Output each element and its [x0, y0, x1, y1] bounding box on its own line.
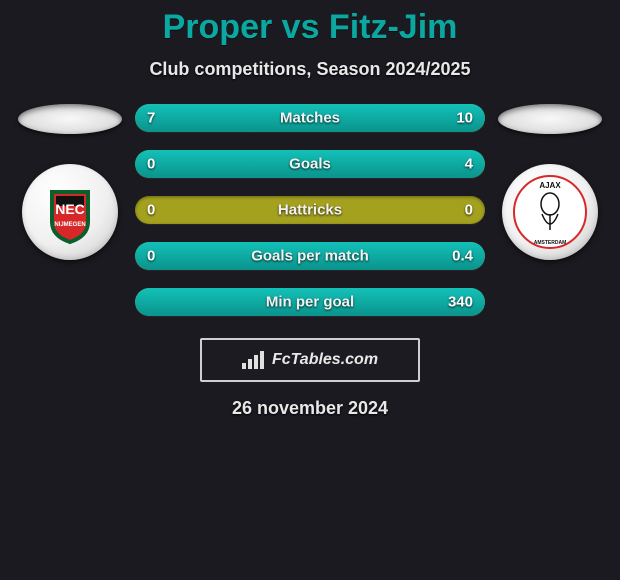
stat-value-left: 0 [147, 156, 155, 173]
club-left-logo-icon: NEC NIJMEGEN [22, 164, 118, 260]
stat-row: 7 Matches 10 [135, 104, 485, 132]
stat-label: Min per goal [266, 294, 354, 311]
club-right-logo-icon: AJAX AMSTERDAM [502, 164, 598, 260]
stat-row: 0 Hattricks 0 [135, 196, 485, 224]
stat-value-left: 7 [147, 110, 155, 127]
stat-fill-left [135, 104, 279, 132]
stat-value-right: 340 [448, 294, 473, 311]
stat-row: Min per goal 340 [135, 288, 485, 316]
stat-value-right: 0.4 [452, 248, 473, 265]
stat-value-right: 0 [465, 202, 473, 219]
watermark[interactable]: FcTables.com [200, 338, 420, 382]
page-subtitle: Club competitions, Season 2024/2025 [0, 59, 620, 80]
chart-icon [242, 351, 264, 369]
svg-text:NEC: NEC [55, 201, 85, 217]
stat-value-right: 10 [456, 110, 473, 127]
stat-label: Goals per match [251, 248, 369, 265]
watermark-text: FcTables.com [272, 351, 378, 369]
page-title: Proper vs Fitz-Jim [0, 8, 620, 47]
stat-value-right: 4 [465, 156, 473, 173]
stat-value-left: 0 [147, 248, 155, 265]
stat-value-left: 0 [147, 202, 155, 219]
snapshot-date: 26 november 2024 [0, 398, 620, 419]
svg-text:NIJMEGEN: NIJMEGEN [54, 222, 85, 228]
player-right-avatar-icon [498, 104, 602, 134]
svg-text:AJAX: AJAX [539, 181, 561, 190]
comparison-card: Proper vs Fitz-Jim Club competitions, Se… [0, 0, 620, 419]
stat-label: Matches [280, 110, 340, 127]
svg-text:AMSTERDAM: AMSTERDAM [534, 240, 567, 246]
stats-column: 7 Matches 10 0 Goals 4 0 Hattricks 0 0 Goals per m… [135, 104, 485, 316]
player-left-column: NEC NIJMEGEN [15, 104, 125, 260]
player-left-avatar-icon [18, 104, 122, 134]
stat-label: Hattricks [278, 202, 342, 219]
player-right-column: AJAX AMSTERDAM [495, 104, 605, 260]
stat-row: 0 Goals 4 [135, 150, 485, 178]
stat-label: Goals [289, 156, 331, 173]
content-row: NEC NIJMEGEN 7 Matches 10 0 Goals 4 0 Hattricks… [0, 104, 620, 316]
stat-row: 0 Goals per match 0.4 [135, 242, 485, 270]
